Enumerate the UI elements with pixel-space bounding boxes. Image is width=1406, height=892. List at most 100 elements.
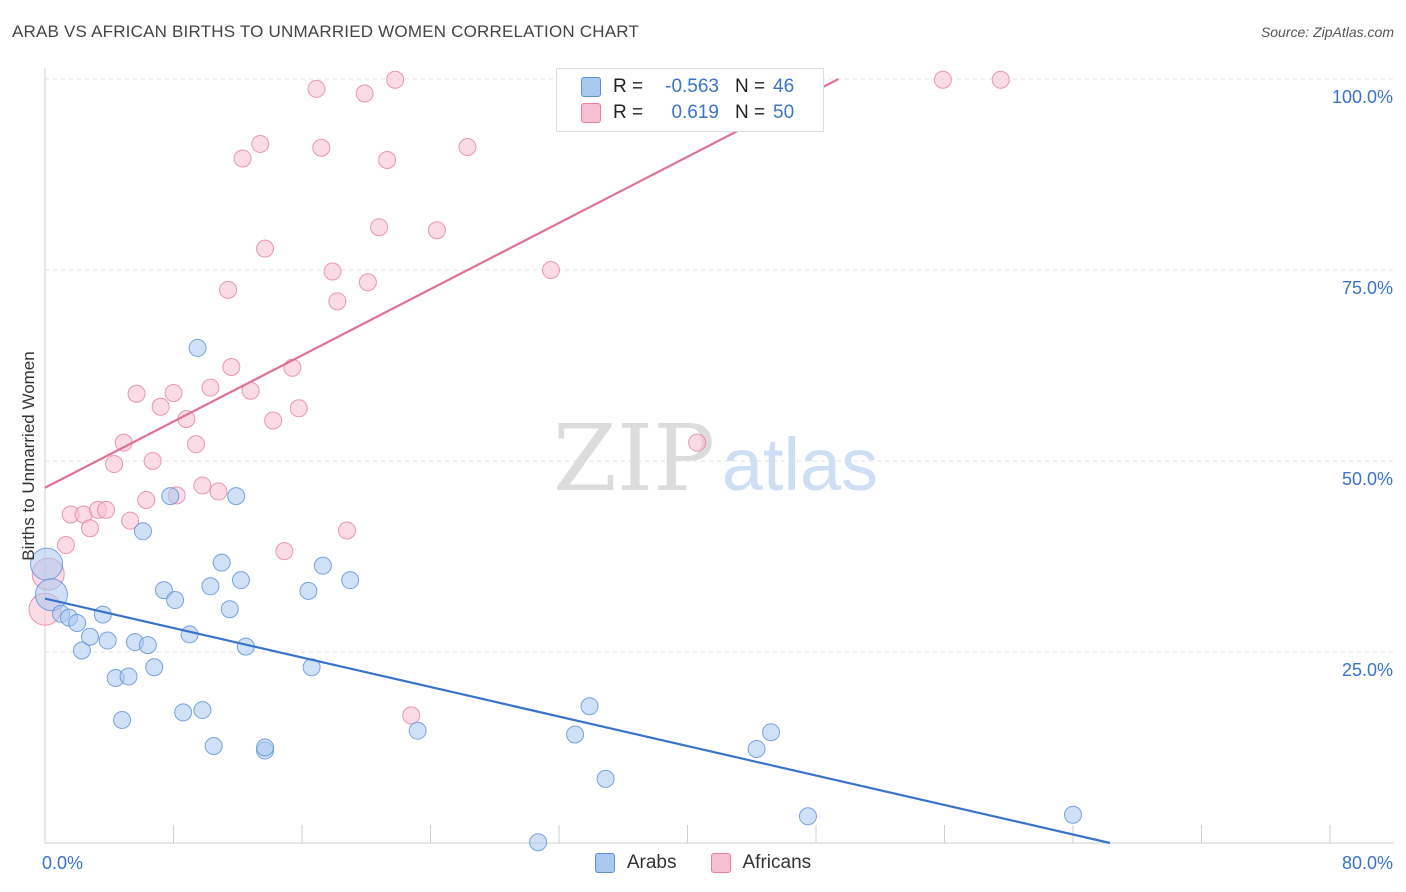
watermark-zip: ZIP (553, 405, 715, 512)
arabs-point (220, 600, 239, 619)
legend-n-value: 50 (773, 102, 795, 123)
arabs-point (166, 591, 185, 610)
arabs-point (596, 769, 615, 788)
arabs-point (193, 701, 212, 720)
africans-point (328, 292, 347, 311)
africans-point (164, 384, 183, 403)
correlation-legend: R = -0.563 N = 46 R = 0.619 N = 50 (556, 68, 824, 132)
arabs-point (408, 721, 427, 740)
africans-point (427, 221, 446, 240)
y-tick-label: 100.0% (1332, 87, 1393, 107)
trend-lines (44, 78, 1111, 845)
arabs-point (341, 571, 360, 590)
arabs-point (180, 625, 199, 644)
africans-point (121, 511, 140, 530)
africans-point (251, 134, 270, 153)
legend-r-value: 0.619 (671, 102, 719, 123)
africans-point (312, 138, 331, 157)
legend-item-africans[interactable]: Africans (710, 852, 812, 874)
africans-point (402, 706, 421, 725)
africans-point (933, 70, 952, 89)
arabs-point (138, 636, 157, 655)
source-label: Source: ZipAtlas.com (1260, 24, 1394, 40)
arabs-point (762, 723, 781, 742)
tick-labels: 25.0% 50.0% 75.0% 100.0% 0.0% 80.0% (42, 87, 1393, 873)
africans-trend-line (44, 78, 839, 489)
legend-r-label: R = (613, 76, 644, 97)
arabs-point (133, 522, 152, 541)
africans-point (222, 358, 241, 377)
africans-point (97, 500, 116, 519)
africans-point (307, 79, 326, 98)
legend-row-africans: R = 0.619 N = 50 (581, 101, 794, 125)
africans-point (541, 261, 560, 279)
africans-point (105, 455, 124, 474)
x-tick-label: 80.0% (1342, 853, 1393, 873)
arabs-trend-line (44, 597, 1111, 845)
y-tick-label: 75.0% (1342, 278, 1393, 298)
arabs-point (93, 605, 112, 624)
africans-point (386, 70, 405, 89)
arabs-point (313, 556, 332, 575)
africans-point (143, 452, 162, 470)
arabs-point (188, 338, 207, 357)
africans-point (688, 433, 707, 452)
y-tick-label: 50.0% (1342, 469, 1393, 489)
legend-n-label: N = (735, 76, 766, 97)
arabs-point (798, 807, 817, 826)
legend-swatch-arabs (581, 77, 601, 97)
series-africans (28, 70, 1010, 725)
arabs-point (68, 613, 87, 632)
y-axis-label: Births to Unmarried Women (19, 351, 38, 560)
arabs-point (174, 703, 193, 722)
africans-point (378, 150, 397, 169)
africans-point (193, 476, 212, 495)
africans-point (56, 536, 75, 555)
legend-label-arabs: Arabs (626, 852, 677, 873)
arabs-point (1064, 805, 1082, 824)
arabs-point (119, 667, 138, 686)
legend-swatch-africans (581, 103, 601, 123)
arabs-point (299, 581, 318, 600)
africans-point (137, 490, 156, 509)
africans-point (201, 378, 220, 397)
chart-title: ARAB VS AFRICAN BIRTHS TO UNMARRIED WOME… (12, 22, 640, 41)
africans-point (283, 358, 302, 377)
arabs-point (201, 577, 220, 596)
arabs-point (212, 553, 231, 572)
africans-point (233, 149, 252, 168)
watermark-atlas: atlas (722, 423, 878, 506)
africans-point (458, 137, 477, 156)
legend-swatch-africans (710, 853, 731, 873)
arabs-point (145, 658, 164, 677)
legend-row-arabs: R = -0.563 N = 46 (581, 75, 794, 99)
africans-point (323, 262, 342, 281)
legend-item-arabs[interactable]: Arabs (594, 852, 677, 874)
africans-point (370, 218, 389, 237)
arabs-point (204, 736, 223, 755)
africans-point (186, 435, 205, 454)
africans-point (80, 519, 99, 538)
arabs-point (231, 571, 250, 590)
africans-point (264, 411, 283, 430)
legend-swatch-arabs (594, 853, 615, 873)
africans-point (219, 280, 238, 299)
legend-label-africans: Africans (742, 852, 812, 873)
arabs-point (580, 697, 599, 716)
africans-point (275, 542, 294, 561)
legend-n-label: N = (735, 102, 766, 123)
series-arabs (30, 338, 1082, 852)
africans-point (127, 384, 146, 403)
arabs-point (747, 740, 766, 759)
arabs-point (256, 738, 275, 757)
africans-point (358, 273, 377, 292)
legend-r-label: R = (613, 102, 644, 123)
arabs-point (98, 631, 117, 650)
africans-point (114, 433, 133, 452)
watermark: ZIP atlas (553, 405, 878, 512)
arabs-point (566, 725, 585, 744)
x-tick-label: 0.0% (42, 853, 83, 873)
africans-point (289, 399, 308, 418)
africans-point (209, 482, 228, 501)
